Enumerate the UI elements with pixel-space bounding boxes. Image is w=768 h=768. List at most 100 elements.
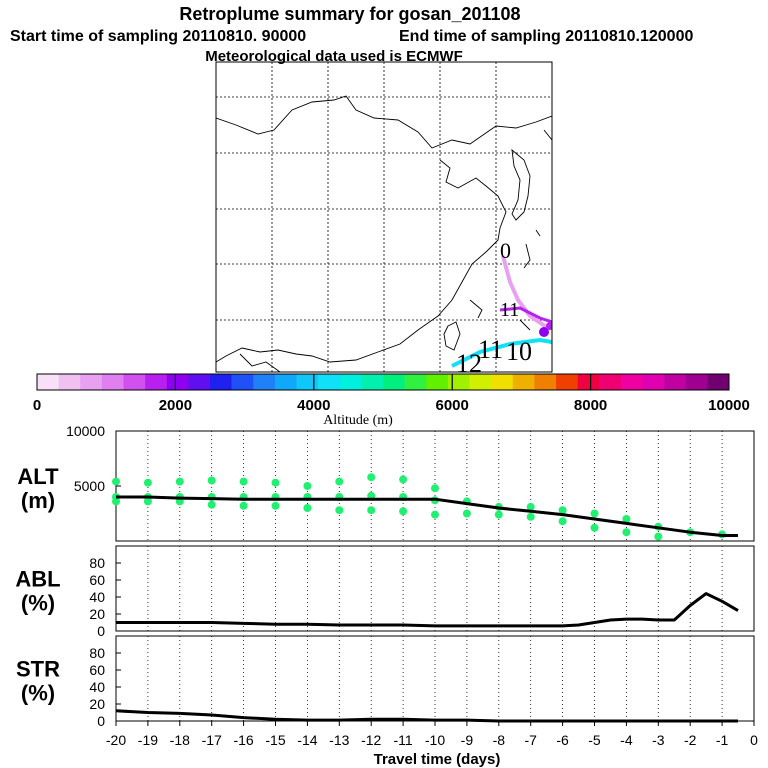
x-axis-label: Travel time (days) <box>374 751 501 768</box>
y-tick-label: 40 <box>89 679 105 695</box>
series-line <box>116 495 738 537</box>
x-tick-label: -15 <box>265 732 285 748</box>
colorbar-swatch <box>534 374 557 390</box>
scatter-point <box>112 477 120 486</box>
x-tick-label: -6 <box>556 732 569 748</box>
scatter-point <box>654 532 663 541</box>
colorbar-swatch <box>491 374 514 390</box>
scatter-point <box>175 477 184 486</box>
scatter-point <box>526 502 535 511</box>
x-tick-label: -4 <box>620 732 633 748</box>
scatter-point <box>431 510 439 519</box>
colorbar-tick-label: 2000 <box>159 397 192 414</box>
series-line <box>115 709 738 723</box>
colorbar-swatch <box>577 374 600 390</box>
scatter-point <box>303 504 312 512</box>
colorbar-swatch <box>318 374 341 390</box>
scatter-point <box>239 477 248 486</box>
scatter-point <box>431 484 439 493</box>
y-tick-label: 60 <box>89 572 105 588</box>
scatter-point <box>558 506 567 515</box>
x-axis: -20 -19 -18 -17 -16 -15 -14 -13 -12 -11 -10 -9 -8 -7-… <box>106 721 758 748</box>
panel-alt: 5000 10000 ALT(m) <box>17 423 755 542</box>
colorbar-ticks: 0 2000 4000 6000 8000 10000 <box>33 374 750 414</box>
x-tick-label: -17 <box>202 732 222 748</box>
x-tick-label: -12 <box>361 732 381 748</box>
trajectory-label-2: 12 <box>456 349 482 378</box>
scatter-point <box>399 475 408 484</box>
coastline <box>216 95 552 372</box>
x-tick-label: -19 <box>138 732 158 748</box>
trajectory-map: 0 11 12 11 10 <box>215 61 553 378</box>
scatter-point <box>207 500 216 509</box>
colorbar-swatch <box>361 374 384 390</box>
scatter-point <box>399 507 408 516</box>
scatter-point <box>622 528 631 537</box>
scatter-point <box>367 506 376 515</box>
x-tick-label: -13 <box>329 732 349 748</box>
scatter-point <box>622 515 631 523</box>
y-tick-label: 80 <box>89 555 105 571</box>
x-tick-label: -3 <box>652 732 665 748</box>
x-tick-label: 0 <box>750 732 758 748</box>
scatter-point <box>558 517 567 526</box>
colorbar-swatch <box>512 374 535 390</box>
scatter-point <box>207 476 216 485</box>
colorbar-swatch <box>80 374 103 390</box>
series-line <box>116 592 739 628</box>
x-tick-label: -16 <box>233 732 253 748</box>
colorbar-swatch <box>145 374 168 390</box>
y-tick-label: 20 <box>89 696 105 712</box>
scatter-point <box>239 501 248 510</box>
x-tick-label: -8 <box>493 732 506 748</box>
y-tick-label: 5000 <box>74 478 105 494</box>
scatter-point <box>590 509 599 518</box>
scatter-point <box>526 512 535 521</box>
x-tick-label: -1 <box>716 732 729 748</box>
colorbar-swatch <box>426 374 449 390</box>
scatter-point <box>303 482 312 490</box>
trajectory-label-1: 11 <box>500 299 519 321</box>
map-frame <box>215 61 553 373</box>
scatter-point <box>335 506 344 515</box>
colorbar-swatch <box>101 374 124 390</box>
colorbar-swatch <box>253 374 276 390</box>
y-tick-label: 20 <box>89 606 105 622</box>
colorbar-swatch <box>37 374 59 390</box>
y-tick-label: 0 <box>97 623 105 639</box>
colorbar-title: Altitude (m) <box>323 413 393 428</box>
x-tick-label: -5 <box>588 732 601 748</box>
colorbar-swatch <box>707 374 730 390</box>
colorbar-swatch <box>383 374 405 390</box>
x-tick-label: -2 <box>684 732 697 748</box>
x-tick-label: -18 <box>170 732 190 748</box>
colorbar-tick-label: 6000 <box>436 397 469 414</box>
colorbar-swatch <box>231 374 254 390</box>
colorbar-swatch <box>166 374 189 390</box>
colorbar-swatch <box>447 374 470 390</box>
colorbar-swatch <box>123 374 146 390</box>
scatter-point <box>590 523 599 532</box>
colorbar-swatch <box>642 374 665 390</box>
y-tick-label: 80 <box>89 645 105 661</box>
y-tick-label: 10000 <box>66 423 105 439</box>
map-grid <box>216 62 552 372</box>
trajectory-label-3: 11 <box>478 335 503 364</box>
scatter-point <box>367 473 376 482</box>
panel-frame <box>115 545 755 632</box>
altitude-colorbar <box>36 373 730 391</box>
colorbar-swatch <box>210 374 232 390</box>
trajectory-label-0: 0 <box>500 238 511 263</box>
y-axis-unit: (%) <box>21 681 55 706</box>
colorbar-swatch <box>296 374 319 390</box>
scatter-point <box>143 478 152 487</box>
colorbar-tick-label: 8000 <box>574 397 607 414</box>
colorbar-swatch <box>188 374 211 390</box>
scatter-point <box>335 477 344 486</box>
colorbar-swatch <box>664 374 687 390</box>
colorbar-tick-label: 10000 <box>708 397 750 414</box>
y-axis-label: ALT <box>17 464 59 489</box>
y-axis-label: ABL <box>15 567 60 592</box>
colorbar-tick-label: 0 <box>33 397 41 414</box>
